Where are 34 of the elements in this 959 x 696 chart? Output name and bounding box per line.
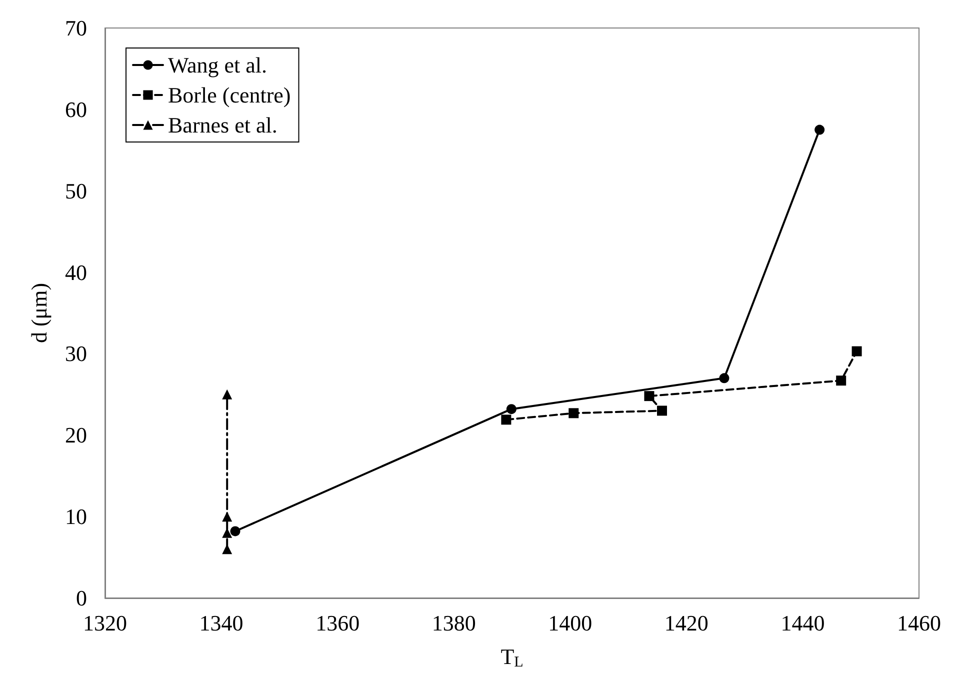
y-tick-label: 30	[65, 341, 87, 366]
y-tick-label: 50	[65, 178, 87, 204]
point	[230, 526, 240, 536]
point	[222, 528, 232, 538]
legend-label: Barnes et al.	[168, 112, 278, 138]
x-tick-label: 1380	[432, 610, 476, 636]
point	[657, 406, 668, 416]
y-tick-label: 70	[65, 16, 87, 40]
y-tick-label: 10	[65, 504, 87, 530]
y-tick-label: 20	[65, 422, 87, 448]
x-tick-label: 1400	[548, 610, 592, 636]
x-tick-label: 1340	[199, 610, 244, 636]
point	[222, 512, 232, 522]
point	[719, 373, 730, 384]
point	[814, 124, 825, 135]
y-axis-title: d (μm)	[26, 282, 52, 344]
y-tick-label: 0	[76, 586, 87, 610]
x-tick-label: 1360	[316, 610, 360, 636]
point	[506, 404, 516, 414]
point	[644, 391, 654, 402]
point	[852, 346, 862, 356]
x-tick-label: 1440	[780, 610, 825, 636]
x-tick-label: 1460	[897, 610, 941, 636]
legend-label: Wang et al.	[168, 52, 268, 78]
y-tick-label: 40	[65, 260, 87, 285]
point	[501, 414, 512, 425]
point	[222, 389, 232, 400]
x-tick-label: 1320	[83, 610, 127, 636]
y-tick-label: 60	[65, 96, 87, 122]
point	[222, 544, 232, 554]
point	[568, 408, 579, 418]
legend-label: Borle (centre)	[168, 82, 291, 108]
point	[836, 376, 846, 386]
x-tick-label: 1420	[664, 610, 708, 636]
